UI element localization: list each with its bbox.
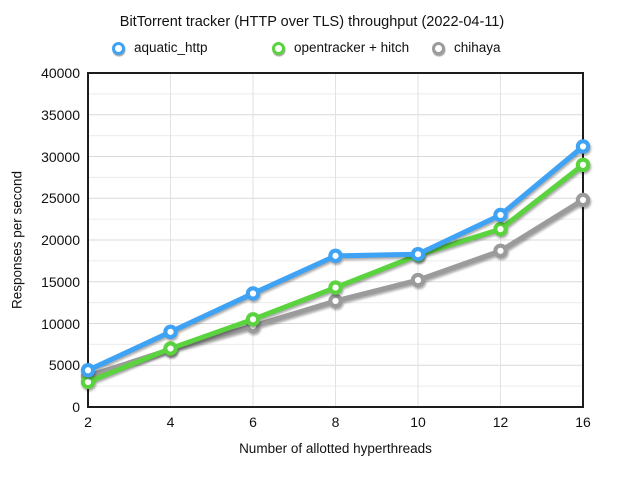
series-aquatic-http [80,139,591,378]
y-tick-label: 10000 [41,315,80,332]
plot-area [80,72,591,408]
legend-item-chihaya: chihaya [432,39,501,57]
y-tick-label: 5000 [48,357,80,374]
x-tick-label: 6 [249,414,257,430]
y-tick-label: 40000 [41,65,80,81]
y-tick-label: 0 [72,399,80,415]
x-axis-title: Number of allotted hyperthreads [239,441,432,456]
x-tick-label: 8 [331,414,340,430]
x-tick-label: 16 [575,414,591,430]
legend: aquatic_http opentracker + hitch chihaya [0,39,624,57]
legend-label: aquatic_http [134,40,208,55]
legend-label: opentracker + hitch [294,40,410,55]
legend-label: chihaya [454,40,501,55]
aquatic-http-ring-icon [112,41,125,55]
legend-item-opentracker-hitch: opentracker + hitch [272,39,409,57]
x-tick-label: 12 [492,414,509,430]
chihaya-ring-icon [432,41,445,55]
y-tick-label: 25000 [41,190,80,207]
x-tick-label: 4 [166,414,175,430]
y-tick-label: 30000 [41,148,80,165]
y-tick-label: 20000 [41,232,80,248]
x-tick-label: 2 [84,414,92,430]
y-tick-label: 35000 [41,106,80,123]
opentracker-hitch-ring-icon [272,41,285,55]
y-tick-label: 15000 [41,273,80,290]
chart-title: BitTorrent tracker (HTTP over TLS) throu… [119,14,505,30]
x-tick-label: 10 [410,414,426,430]
legend-item-aquatic-http: aquatic_http [112,39,208,57]
